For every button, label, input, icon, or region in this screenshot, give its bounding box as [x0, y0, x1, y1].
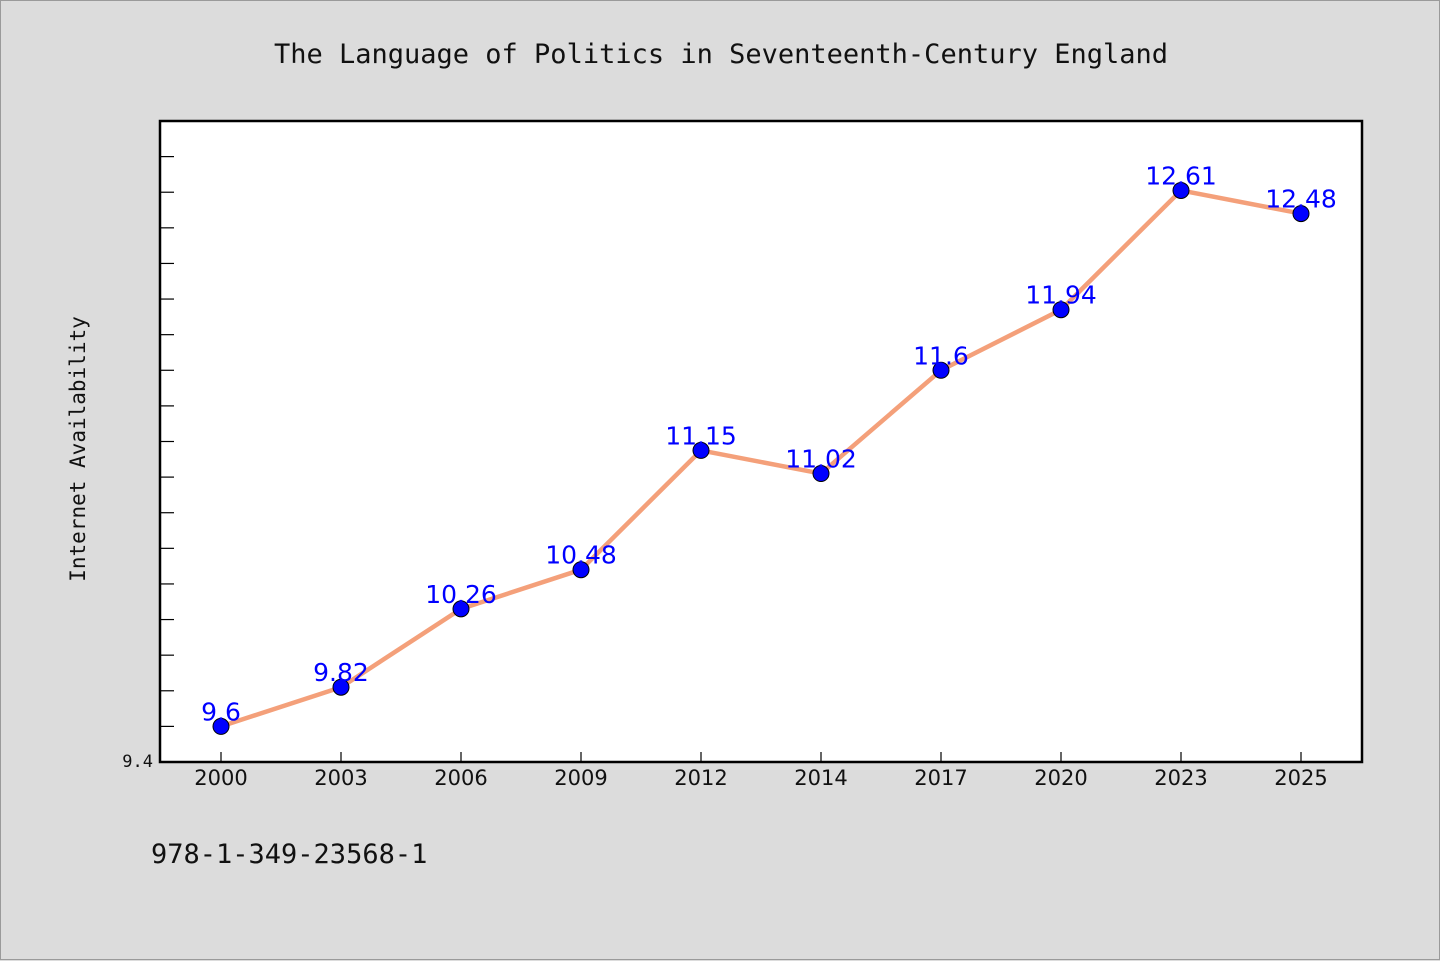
data-point: [692, 441, 710, 459]
data-label: 9.6: [201, 697, 241, 726]
data-point: [332, 678, 350, 696]
y-tick-label: 9.4: [122, 752, 153, 772]
isbn-text: 978-1-349-23568-1: [151, 839, 427, 870]
data-label: 10.26: [425, 580, 497, 609]
x-tick-label: 2017: [914, 766, 967, 790]
data-labels: 9.6 9.82 10.26 10.48 11.15 11.02 11.6 11.94 12.6…: [201, 161, 1337, 726]
data-point: [812, 465, 830, 483]
data-label: 11.02: [785, 445, 857, 474]
x-tick-label: 2006: [434, 766, 487, 790]
x-tick-label: 2000: [194, 766, 247, 790]
y-axis-ticks: [160, 156, 174, 727]
x-tick-label: 2009: [554, 766, 607, 790]
data-label: 9.82: [313, 658, 369, 687]
data-label: 12.48: [1265, 185, 1337, 214]
data-point: [1052, 301, 1070, 319]
chart-title: The Language of Politics in Seventeenth-…: [274, 39, 1168, 70]
plot-area: [158, 119, 1364, 764]
x-tick-label: 2014: [794, 766, 847, 790]
data-label: 11.94: [1025, 281, 1097, 310]
x-tick-label: 2012: [674, 766, 727, 790]
data-point: [572, 561, 590, 579]
x-tick-label: 2025: [1274, 766, 1327, 790]
series-line: [220, 188, 1302, 729]
x-tick-label: 2020: [1034, 766, 1087, 790]
y-axis-label: Internet Availability: [66, 316, 90, 582]
data-point: [1172, 181, 1190, 199]
data-point: [932, 361, 950, 379]
x-tick-label: 2003: [314, 766, 367, 790]
series-markers: [212, 181, 1310, 735]
data-point: [452, 600, 470, 618]
x-axis-ticks: 2000 2003 2006 2009 2012 2014 2017 2020 2023 2025: [194, 752, 1328, 790]
x-tick-label: 2023: [1154, 766, 1207, 790]
data-label: 10.48: [545, 541, 617, 570]
data-label: 11.15: [665, 421, 737, 450]
data-point: [1292, 205, 1310, 223]
data-label: 12.61: [1145, 161, 1217, 190]
data-label: 11.6: [913, 341, 969, 370]
data-point: [212, 717, 230, 735]
